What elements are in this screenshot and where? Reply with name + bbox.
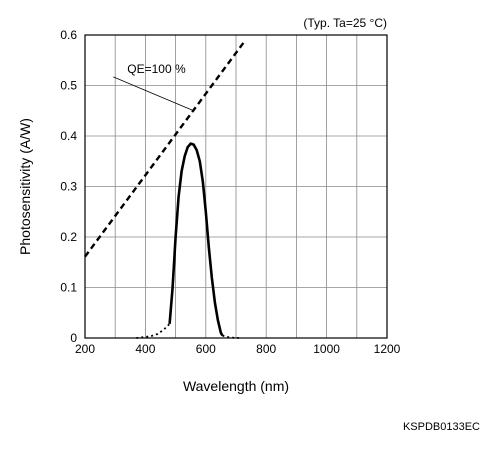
annotation-label: QE=100 % <box>127 62 186 76</box>
series-layer <box>84 39 247 339</box>
x-tick-label: 600 <box>196 342 216 356</box>
grid <box>85 35 387 338</box>
x-tick-label: 1200 <box>374 342 401 356</box>
annotation-leader <box>113 76 194 112</box>
x-tick-label: 200 <box>75 342 95 356</box>
x-tick-label: 1000 <box>313 342 340 356</box>
y-tick-label: 0.2 <box>60 230 77 244</box>
y-axis-label: Photosensitivity (A/W) <box>17 118 33 255</box>
x-axis-label: Wavelength (nm) <box>183 378 289 394</box>
document-code: KSPDB0133EC <box>403 421 480 433</box>
condition-note: (Typ. Ta=25 °C) <box>303 16 387 30</box>
x-tick-label: 400 <box>135 342 155 356</box>
plot-frame <box>84 34 388 339</box>
x-tick-label: 800 <box>256 342 276 356</box>
annotation-layer: QE=100 % <box>113 62 194 112</box>
photosensitivity-curve-tail <box>136 323 171 339</box>
y-tick-label: 0.5 <box>60 79 77 93</box>
tick-labels: 200 400 600 800 1000 1200 0 0.1 0.2 0.3 0.4 0.5 0.6 <box>60 28 400 356</box>
photosensitivity-curve <box>168 142 224 337</box>
y-tick-label: 0.1 <box>60 281 77 295</box>
y-tick-label: 0.6 <box>60 28 77 42</box>
y-tick-label: 0 <box>70 331 77 345</box>
y-tick-label: 0.3 <box>60 180 77 194</box>
y-tick-label: 0.4 <box>60 129 77 143</box>
qe100-line <box>84 39 247 258</box>
